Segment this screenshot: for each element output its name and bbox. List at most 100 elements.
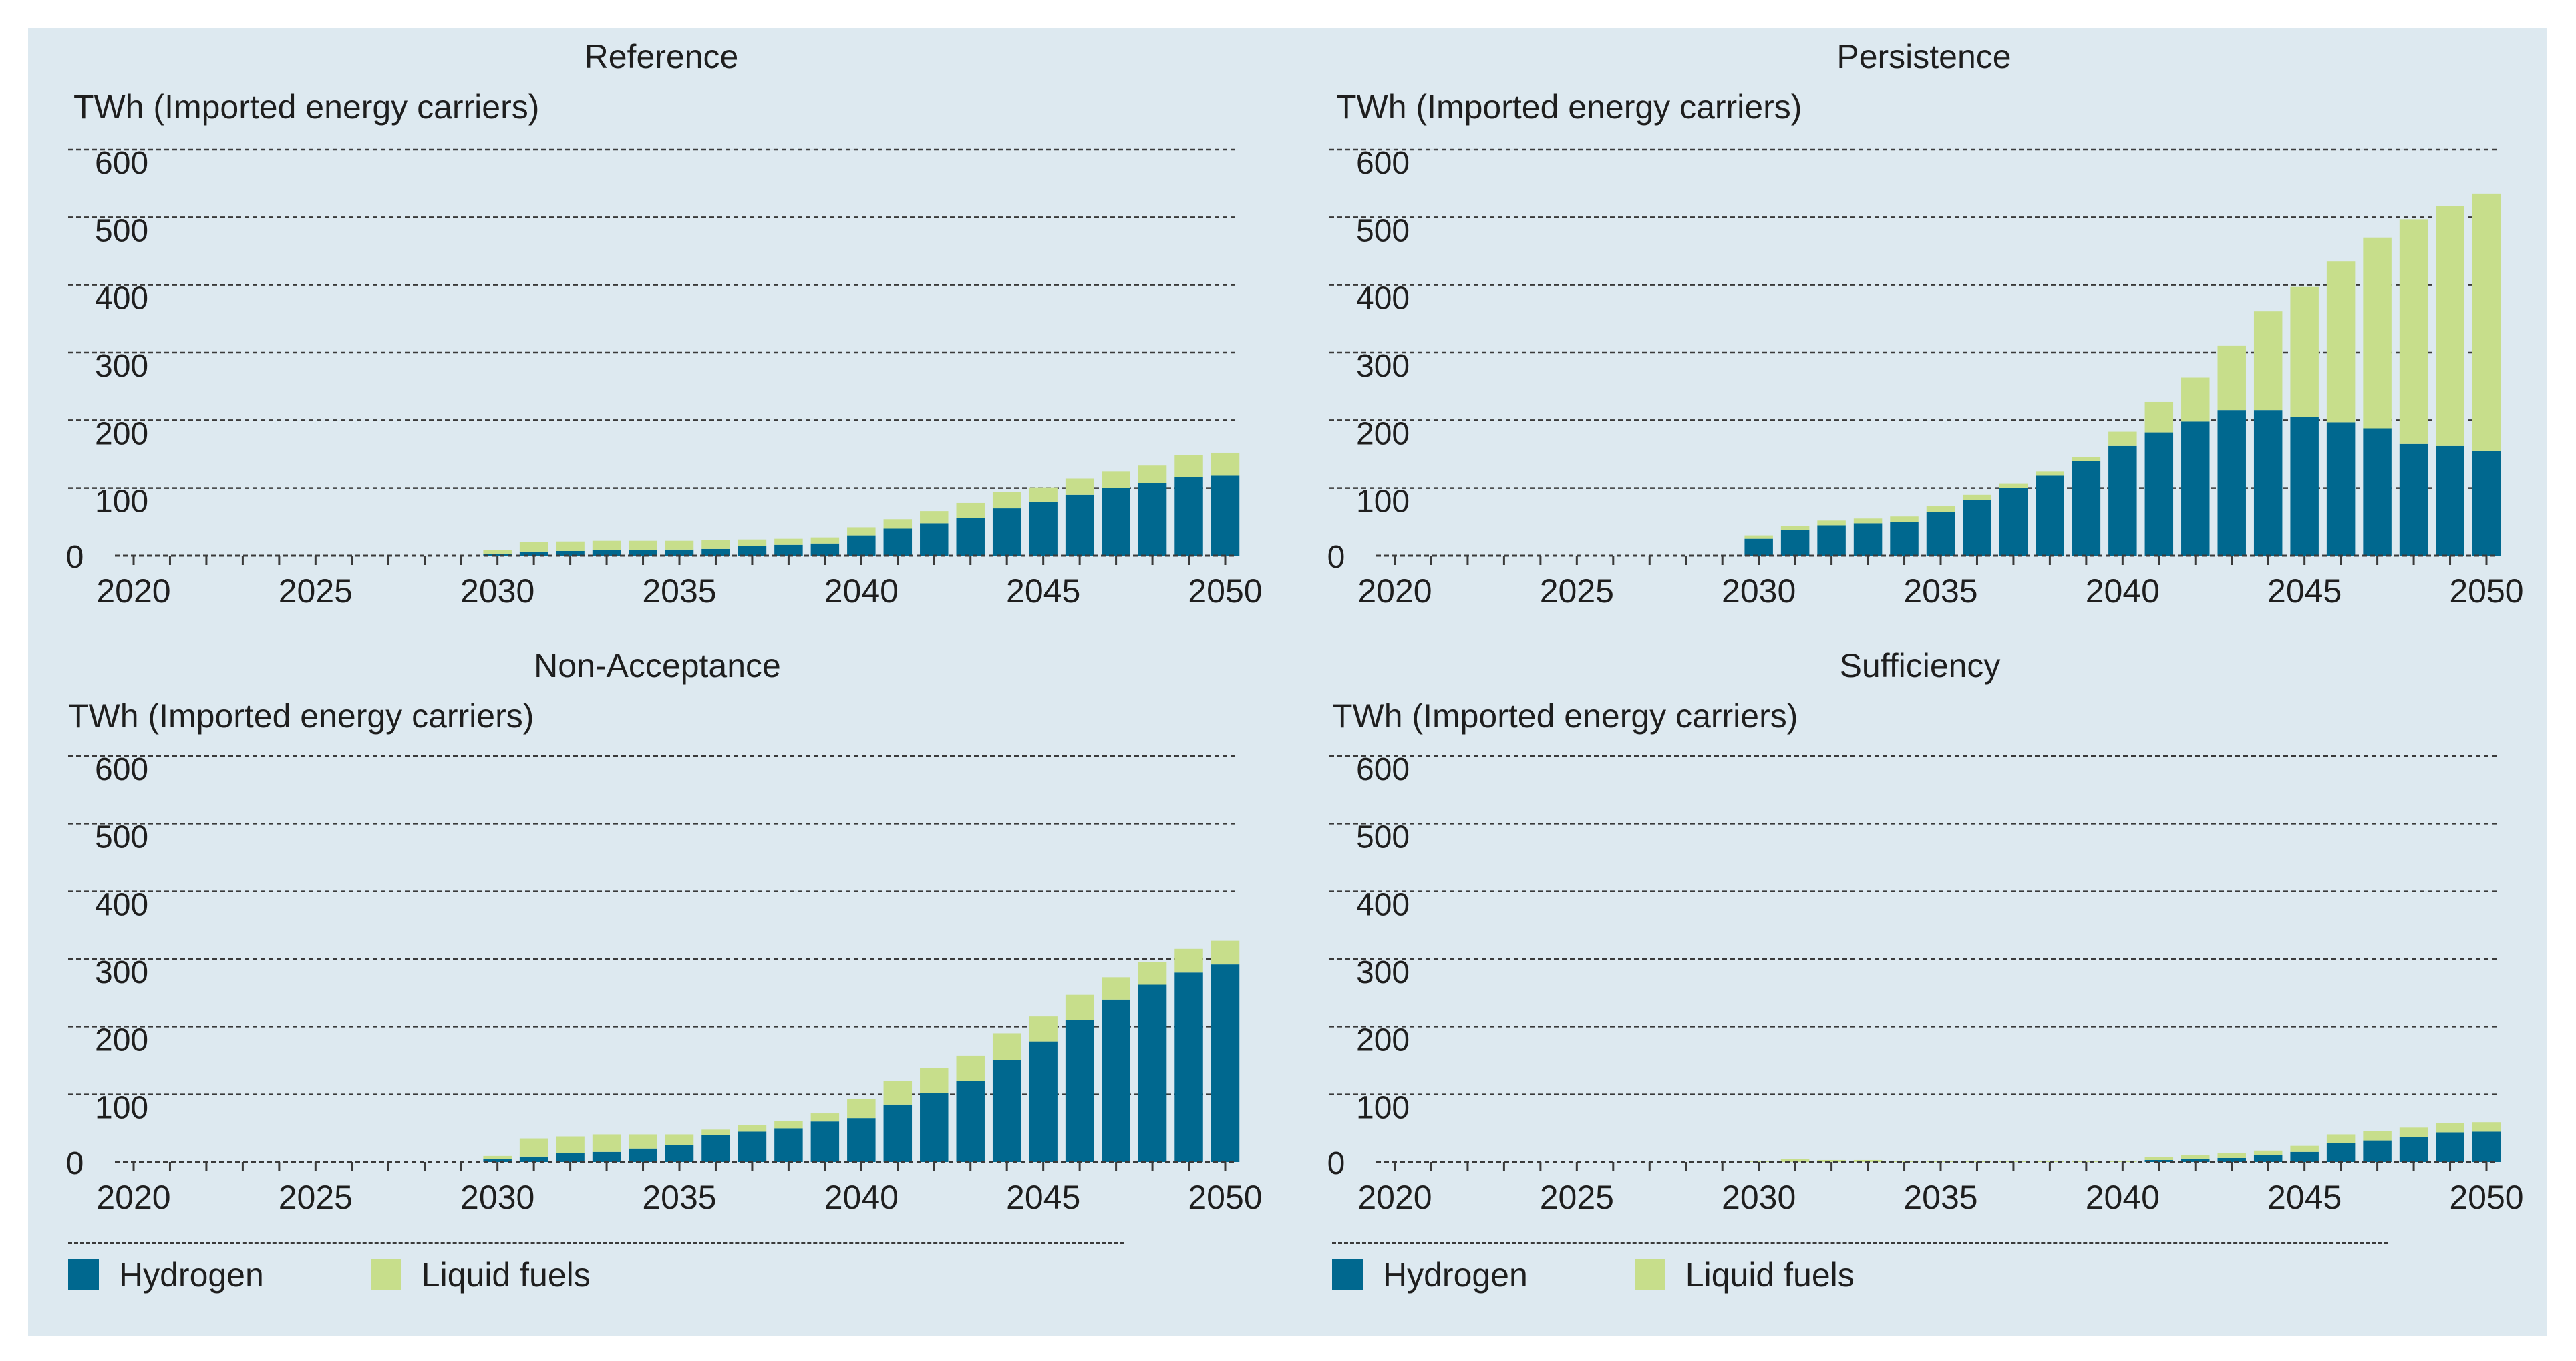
bar-hydrogen xyxy=(2144,1159,2174,1162)
x-tick-label: 2050 xyxy=(1188,1179,1262,1216)
bar-hydrogen xyxy=(2363,428,2392,556)
chart-title: Sufficiency xyxy=(1840,647,2001,685)
hydrogen-swatch-2 xyxy=(1332,1259,1363,1290)
bar-hydrogen xyxy=(920,523,949,556)
bar-liquid-fuels xyxy=(1211,452,1240,476)
bar-hydrogen xyxy=(2436,445,2464,556)
bar-hydrogen xyxy=(629,1148,657,1162)
bar-liquid-fuels xyxy=(1174,455,1203,477)
bar-liquid-fuels xyxy=(519,542,548,552)
y-tick-label: 400 xyxy=(1356,281,1410,317)
bar-liquid-fuels xyxy=(774,538,803,545)
bar-hydrogen xyxy=(1102,488,1130,556)
y-tick-label: 300 xyxy=(1356,955,1410,990)
y-tick-label: 0 xyxy=(66,1146,84,1181)
figure-panel: Reference TWh (Imported energy carriers) 0… xyxy=(28,28,2547,1336)
bar-hydrogen xyxy=(1999,488,2028,556)
bar-liquid-fuels xyxy=(556,541,585,551)
bar-hydrogen xyxy=(956,1081,985,1162)
bar-liquid-fuels xyxy=(1065,478,1094,495)
bar-liquid-fuels xyxy=(1999,483,2028,488)
legend-item-hydrogen-2: Hydrogen xyxy=(1332,1255,1528,1294)
legend-item-liquid-fuels: Liquid fuels xyxy=(370,1255,591,1294)
bar-hydrogen xyxy=(2181,1158,2210,1162)
bar-hydrogen xyxy=(2253,410,2283,556)
y-tick-label: 400 xyxy=(95,888,148,923)
bar-liquid-fuels xyxy=(1102,471,1130,488)
x-tick-label: 2045 xyxy=(1006,1179,1080,1216)
legend-divider-right xyxy=(1332,1242,2388,1244)
x-tick-label: 2025 xyxy=(279,1179,353,1216)
bar-hydrogen xyxy=(992,508,1021,556)
bar-liquid-fuels xyxy=(1817,1159,1846,1162)
bar-liquid-fuels xyxy=(2217,1153,2246,1158)
chart-title: Persistence xyxy=(1836,38,2011,75)
bar-liquid-fuels xyxy=(2363,1131,2392,1141)
bar-hydrogen xyxy=(519,551,548,556)
bar-liquid-fuels xyxy=(1963,494,1991,500)
bar-liquid-fuels xyxy=(483,1155,512,1159)
bar-hydrogen xyxy=(701,1135,730,1162)
bar-liquid-fuels xyxy=(2399,1127,2428,1137)
bar-liquid-fuels xyxy=(2399,219,2428,444)
bar-liquid-fuels xyxy=(1926,506,1955,512)
y-tick-label: 600 xyxy=(1356,752,1410,787)
bar-liquid-fuels xyxy=(629,540,657,550)
x-tick-label: 2020 xyxy=(1357,1179,1432,1216)
y-axis-label: TWh (Imported energy carriers) xyxy=(1332,697,1798,735)
bar-hydrogen xyxy=(2181,421,2210,556)
bar-liquid-fuels xyxy=(2217,345,2246,411)
y-tick-label: 500 xyxy=(95,819,148,855)
x-tick-label: 2035 xyxy=(1903,1179,1977,1216)
bar-liquid-fuels xyxy=(1744,1160,1773,1162)
x-tick-label: 2050 xyxy=(1188,572,1262,610)
x-tick-label: 2025 xyxy=(279,572,353,610)
bar-liquid-fuels xyxy=(2363,237,2392,429)
bar-hydrogen xyxy=(1065,494,1094,556)
y-axis-label: TWh (Imported energy carriers) xyxy=(68,697,534,735)
y-tick-label: 100 xyxy=(95,484,148,520)
x-tick-label: 2050 xyxy=(2449,1179,2523,1216)
chart-title: Reference xyxy=(585,38,739,75)
x-tick-label: 2025 xyxy=(1540,572,1614,610)
bar-hydrogen xyxy=(738,546,767,556)
x-tick-label: 2030 xyxy=(460,1179,534,1216)
bar-liquid-fuels xyxy=(1138,962,1167,985)
bar-hydrogen xyxy=(2217,410,2246,556)
bar-liquid-fuels xyxy=(592,1134,621,1152)
bar-hydrogen xyxy=(738,1131,767,1162)
x-tick-label: 2050 xyxy=(2449,572,2523,610)
liquid-fuels-swatch-2 xyxy=(1634,1259,1665,1290)
bar-hydrogen xyxy=(1102,999,1130,1162)
bar-liquid-fuels xyxy=(1890,1160,1919,1162)
bar-liquid-fuels xyxy=(883,519,913,529)
x-tick-label: 2030 xyxy=(460,572,534,610)
bar-hydrogen xyxy=(1963,500,1991,556)
bar-liquid-fuels xyxy=(2072,457,2101,461)
bar-hydrogen xyxy=(483,1159,512,1162)
y-tick-label: 100 xyxy=(1356,1091,1410,1126)
legend-divider-left xyxy=(68,1242,1124,1244)
bar-hydrogen xyxy=(920,1093,949,1162)
y-tick-label: 300 xyxy=(1356,349,1410,384)
bar-liquid-fuels xyxy=(483,550,512,554)
bar-hydrogen xyxy=(2326,422,2356,556)
bar-hydrogen xyxy=(665,549,694,556)
bar-hydrogen xyxy=(1926,512,1955,556)
liquid-fuels-swatch xyxy=(370,1259,401,1290)
bar-liquid-fuels xyxy=(1029,1016,1058,1042)
bar-liquid-fuels xyxy=(665,540,694,550)
bar-hydrogen xyxy=(1211,475,1240,556)
y-tick-label: 600 xyxy=(95,146,148,181)
bar-hydrogen xyxy=(2326,1143,2356,1162)
y-tick-label: 400 xyxy=(1356,888,1410,923)
bar-liquid-fuels xyxy=(2436,206,2464,446)
hydrogen-swatch xyxy=(68,1259,99,1290)
bar-liquid-fuels xyxy=(2181,377,2210,422)
bar-liquid-fuels xyxy=(810,1113,840,1122)
bar-liquid-fuels xyxy=(556,1136,585,1153)
bar-liquid-fuels xyxy=(665,1134,694,1145)
bar-hydrogen xyxy=(2108,445,2137,556)
bar-hydrogen xyxy=(847,1118,876,1162)
y-tick-label: 600 xyxy=(1356,146,1410,181)
